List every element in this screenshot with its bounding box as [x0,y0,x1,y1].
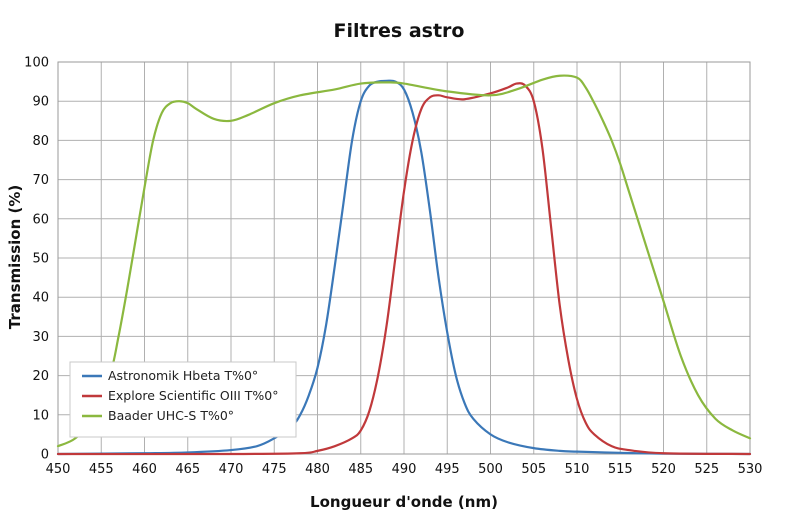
x-tick-label: 460 [132,462,157,477]
x-tick-label: 450 [46,462,71,477]
x-tick-label: 530 [738,462,763,477]
legend-entry: Explore Scientific OIII T%0° [108,388,278,403]
y-tick-label: 100 [24,56,49,71]
x-tick-label: 505 [521,462,546,477]
y-axis-label: Transmission (%) [6,185,24,329]
y-tick-label: 30 [32,330,49,345]
x-tick-label: 485 [348,462,373,477]
y-tick-label: 90 [32,95,49,110]
y-tick-label: 70 [32,173,49,188]
legend-box [69,361,297,438]
legend-entry: Baader UHC-S T%0° [108,408,234,423]
x-tick-label: 490 [392,462,417,477]
x-tick-label: 465 [175,462,200,477]
x-tick-label: 510 [565,462,590,477]
x-tick-label: 470 [219,462,244,477]
x-tick-label: 525 [694,462,719,477]
y-tick-label: 10 [32,408,49,423]
x-tick-label: 455 [89,462,114,477]
x-tick-label: 480 [305,462,330,477]
y-tick-label: 60 [32,212,49,227]
y-tick-label: 0 [41,448,49,463]
x-axis-label: Longueur d'onde (nm) [310,493,498,511]
chart-title: Filtres astro [334,20,465,42]
series-explore-oiii-line [56,82,752,456]
plot-frame [57,61,751,455]
x-tick-label: 495 [435,462,460,477]
y-axis-ticks: 0 10 20 30 40 50 60 70 80 90 100 [24,56,49,463]
legend-entry: Astronomik Hbeta T%0° [108,368,258,383]
x-axis-ticks: 450 455 460 465 470 475 480 485 490 495 500 505 510 5… [46,462,763,477]
y-tick-label: 40 [32,291,49,306]
x-tick-label: 475 [262,462,287,477]
y-tick-label: 50 [32,252,49,267]
x-tick-label: 500 [478,462,503,477]
x-tick-label: 520 [651,462,676,477]
y-tick-label: 20 [32,369,49,384]
y-tick-label: 80 [32,134,49,149]
series-baader-uhcs-line [56,74,752,448]
x-tick-label: 515 [608,462,633,477]
legend: Astronomik Hbeta T%0° Explore Scientific … [69,361,297,438]
